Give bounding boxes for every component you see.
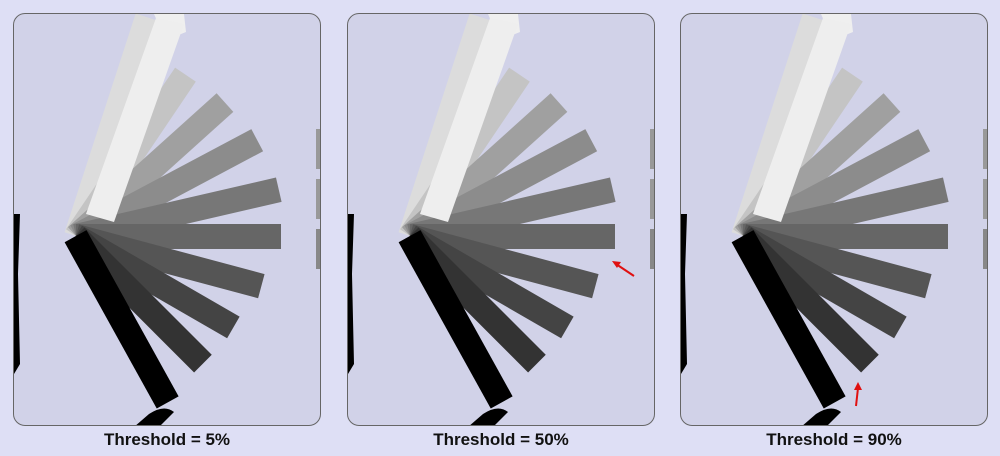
fan-bar-rect: [403, 225, 574, 339]
fan-bar-1: [64, 230, 179, 409]
edge-artifact: [316, 129, 320, 169]
panel-threshold-90: [680, 13, 988, 426]
edge-artifact: [650, 229, 654, 269]
fan-bar-rect: [69, 225, 240, 339]
fan-bar-1: [731, 230, 846, 409]
edge-artifact: [681, 214, 687, 374]
caption-threshold-5: Threshold = 5%: [103, 430, 231, 449]
edge-artifact: [983, 129, 987, 169]
fan-bar-3: [69, 225, 240, 339]
fan-bar-rect: [739, 224, 932, 299]
fan-bar-1: [398, 230, 513, 409]
fan-bar-4: [406, 224, 599, 299]
edge-artifact: [983, 179, 987, 219]
edge-artifact: [316, 229, 320, 269]
fan-bar-rect: [72, 224, 265, 299]
fan-diagram: [348, 14, 654, 425]
caption-threshold-50: Threshold = 50%: [433, 430, 569, 449]
red-arrow: [855, 387, 859, 407]
fan-bar-4: [72, 224, 265, 299]
edge-artifact: [470, 408, 508, 425]
fan-bar-rect: [64, 230, 179, 409]
fan-bar-rect: [731, 230, 846, 409]
fan-bar-rect: [406, 224, 599, 299]
fan-bar-rect: [398, 14, 494, 241]
edge-artifact: [136, 408, 174, 425]
fan-bar-10: [64, 14, 160, 241]
fan-bar-3: [736, 225, 907, 339]
fan-bar-10: [731, 14, 827, 241]
fan-bar-4: [739, 224, 932, 299]
red-arrow: [615, 263, 635, 277]
fan-bar-rect: [398, 230, 513, 409]
fan-bar-3: [403, 225, 574, 339]
caption-threshold-90: Threshold = 90%: [766, 430, 902, 449]
panel-threshold-5: [13, 13, 321, 426]
edge-artifact: [650, 179, 654, 219]
panel-threshold-50: [347, 13, 655, 426]
edge-artifact: [803, 408, 841, 425]
fan-diagram: [14, 14, 320, 425]
fan-diagram: [681, 14, 987, 425]
fan-bar-rect: [731, 14, 827, 241]
fan-bar-rect: [736, 225, 907, 339]
fan-bar-10: [398, 14, 494, 241]
fan-bar-white: [420, 18, 518, 222]
fan-bar-rect: [64, 14, 160, 241]
edge-artifact: [14, 214, 20, 374]
red-arrow-head: [854, 382, 862, 390]
edge-artifact: [983, 229, 987, 269]
edge-artifact: [348, 214, 354, 374]
fan-bar-white: [753, 18, 851, 222]
edge-artifact: [650, 129, 654, 169]
fan-bar-white: [86, 18, 184, 222]
red-arrow-head: [612, 261, 621, 268]
edge-artifact: [316, 179, 320, 219]
